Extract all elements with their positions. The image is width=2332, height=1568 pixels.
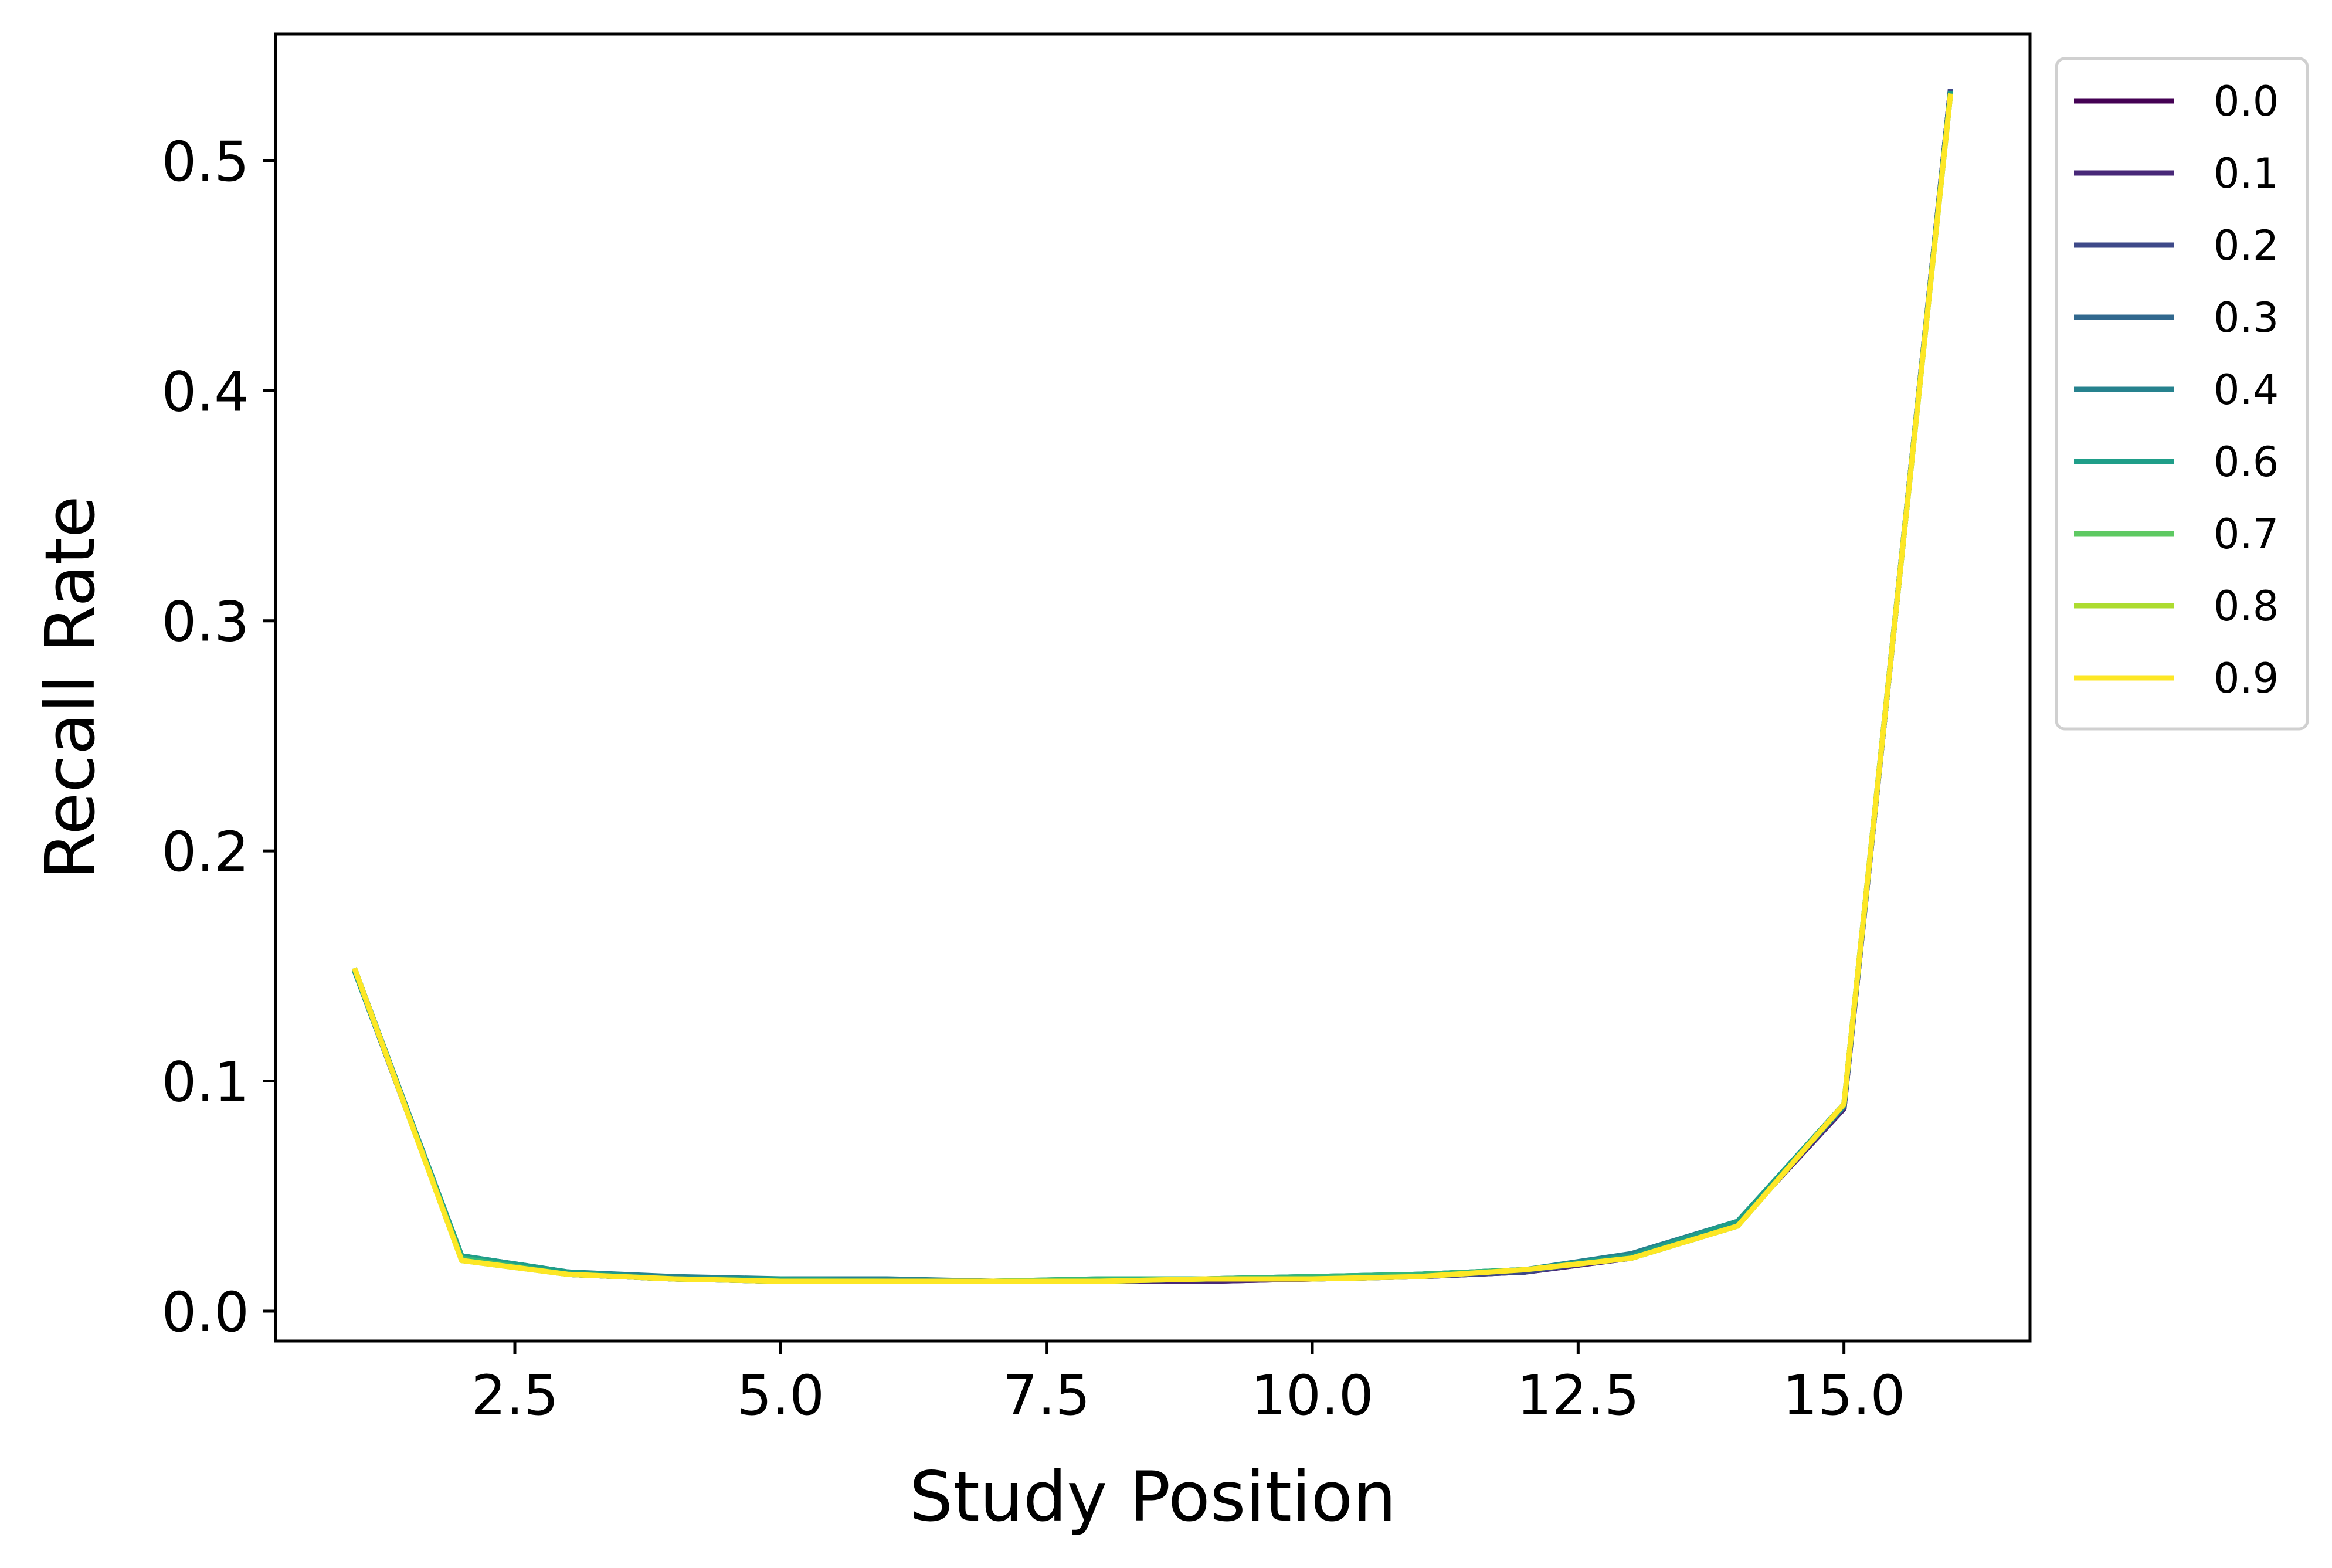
legend-label: 0.1	[2214, 150, 2279, 198]
legend-label: 0.0	[2214, 77, 2279, 125]
y-tick-label: 0.2	[162, 820, 250, 884]
legend-label: 0.3	[2214, 294, 2279, 342]
x-tick-label: 2.5	[471, 1364, 559, 1428]
y-tick-label: 0.0	[162, 1281, 250, 1345]
legend-label: 0.6	[2214, 438, 2279, 486]
y-tick-label: 0.1	[162, 1051, 250, 1115]
y-tick-label: 0.3	[162, 590, 250, 654]
legend-label: 0.9	[2214, 654, 2279, 702]
legend-label: 0.4	[2214, 366, 2279, 414]
series-layer	[352, 89, 1953, 1284]
x-tick-label: 7.5	[1003, 1364, 1091, 1428]
legend-label: 0.7	[2214, 510, 2279, 558]
y-tick-label: 0.5	[162, 130, 250, 194]
x-tick-label: 15.0	[1783, 1364, 1905, 1428]
legend-box	[2055, 57, 2309, 731]
series-line-0-9	[352, 93, 1953, 1284]
legend-label: 0.8	[2214, 582, 2279, 630]
x-tick-label: 10.0	[1251, 1364, 1373, 1428]
x-axis-label: Study Position	[909, 1457, 1397, 1537]
x-tick-label: 12.5	[1517, 1364, 1639, 1428]
y-axis: 0.0 0.1 0.2 0.3 0.4 0.5	[162, 130, 276, 1345]
y-tick-label: 0.4	[162, 360, 250, 424]
x-axis: 2.5 5.0 7.5 10.0 12.5 15.0	[471, 1341, 1905, 1428]
y-axis-label: Recall Rate	[30, 495, 110, 880]
legend-label: 0.2	[2214, 222, 2279, 270]
x-tick-label: 5.0	[737, 1364, 825, 1428]
plot-frame	[274, 32, 2032, 1343]
legend: 0.0 0.1 0.2 0.3 0.4 0.6 0.7 0.8 0.9	[2055, 57, 2309, 731]
